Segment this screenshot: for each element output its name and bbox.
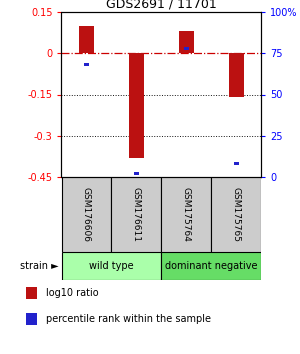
Text: dominant negative: dominant negative [165, 261, 257, 271]
Bar [234, 162, 239, 165]
Text: GSM176606: GSM176606 [82, 187, 91, 242]
Bar [111, 177, 161, 252]
Text: log10 ratio: log10 ratio [46, 288, 98, 298]
Bar [26, 313, 37, 325]
Bar [184, 47, 189, 50]
Bar [211, 177, 261, 252]
Text: GSM175764: GSM175764 [182, 187, 191, 242]
Bar [134, 172, 139, 175]
Bar [161, 252, 261, 280]
Bar [26, 286, 37, 299]
Bar [229, 53, 244, 97]
Bar [61, 177, 111, 252]
Text: GSM176611: GSM176611 [132, 187, 141, 242]
Bar [61, 252, 161, 280]
Text: GSM175765: GSM175765 [232, 187, 241, 242]
Bar [79, 26, 94, 53]
Bar [179, 31, 194, 53]
Text: strain ►: strain ► [20, 261, 58, 271]
Text: wild type: wild type [89, 261, 134, 271]
Title: GDS2691 / 11701: GDS2691 / 11701 [106, 0, 217, 11]
Bar [129, 53, 144, 158]
Text: percentile rank within the sample: percentile rank within the sample [46, 314, 211, 324]
Bar [84, 63, 89, 66]
Bar [161, 177, 211, 252]
